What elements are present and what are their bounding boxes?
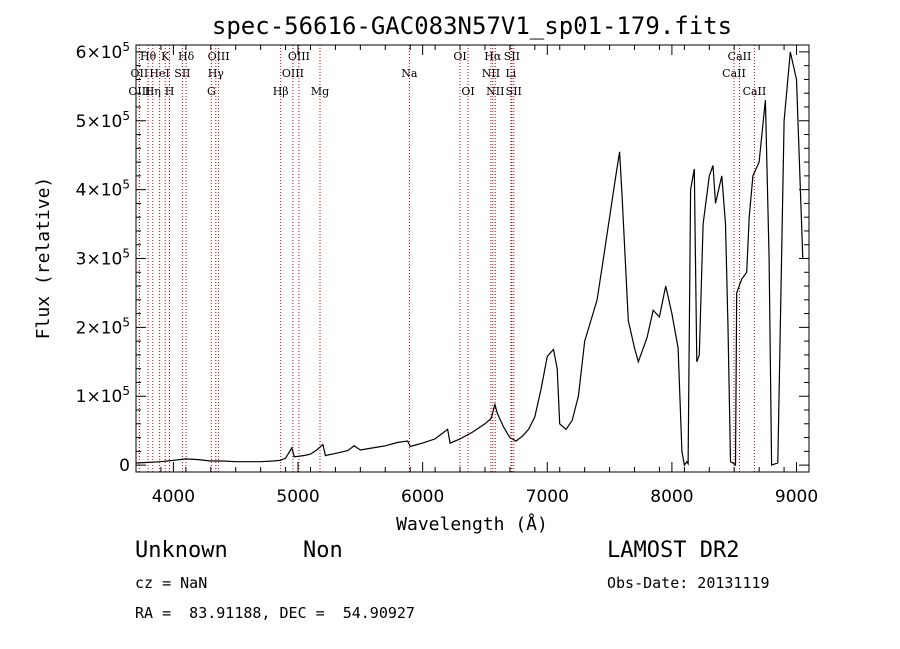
emission-line-label: K (161, 50, 170, 63)
emission-line-label: OII (131, 67, 149, 80)
x-axis: 4000 5000 6000 7000 8000 9000 (135, 45, 818, 507)
emission-line-markers (138, 45, 755, 472)
emission-line-label: SII (504, 50, 520, 63)
plot-frame (135, 44, 810, 473)
x-axis-label: Wavelength (Å) (396, 513, 548, 535)
x-tick-label: 7000 (526, 487, 569, 507)
emission-line-label: Hγ (208, 67, 225, 80)
emission-line-label: CaII (722, 67, 746, 80)
emission-line-label: Hβ (273, 85, 289, 98)
emission-line-label: Hθ (140, 50, 157, 63)
emission-line-label: Na (401, 67, 418, 80)
emission-line-label: OIII (282, 67, 304, 80)
y-tick-label: 2×105 (76, 315, 130, 338)
y-tick-label: 5×105 (76, 109, 130, 132)
emission-line-label: HeI (149, 67, 169, 80)
emission-line-label: OI (461, 85, 474, 98)
emission-line-label: H (165, 85, 175, 98)
emission-line-label: OIII (128, 85, 150, 98)
emission-line-label: NII (482, 67, 500, 80)
y-axis-label: Flux (relative) (33, 177, 54, 340)
emission-line-label: CaII (743, 85, 767, 98)
x-tick-label: 8000 (650, 487, 693, 507)
emission-line-label: Li (505, 67, 516, 80)
y-tick-label: 1×105 (76, 384, 130, 407)
emission-line-label: Hα (484, 50, 502, 63)
emission-line-label: OIII (288, 50, 310, 63)
y-tick-label: 4×105 (76, 178, 130, 201)
redshift-cz: cz = NaN (135, 574, 208, 592)
y-tick-label: 0 (119, 456, 130, 476)
survey-name: LAMOST DR2 (607, 538, 740, 563)
object-subclass: Non (303, 538, 343, 563)
emission-line-label: CaII (728, 50, 752, 63)
emission-line-label: OI (453, 50, 466, 63)
y-tick-label: 3×105 (76, 247, 130, 270)
emission-line-label: Mg (311, 85, 329, 98)
x-tick-label: 5000 (276, 487, 319, 507)
obs-date: Obs-Date: 20131119 (607, 574, 770, 592)
emission-line-label: SII (506, 85, 522, 98)
emission-line-label: Hδ (178, 50, 195, 63)
emission-line-label: Hη (145, 85, 161, 98)
x-tick-label: 4000 (152, 487, 195, 507)
emission-line-label: OIII (208, 50, 230, 63)
y-axis: 0 1×105 2×105 3×105 4×105 5×105 6×105 (76, 40, 809, 476)
x-tick-label: 9000 (775, 487, 818, 507)
y-tick-label: 6×105 (76, 40, 130, 63)
object-class: Unknown (135, 538, 228, 563)
emission-line-label: NII (486, 85, 504, 98)
x-tick-label: 6000 (401, 487, 444, 507)
coordinates: RA = 83.91188, DEC = 54.90927 (135, 604, 415, 622)
chart-title: spec-56616-GAC083N57V1_sp01-179.fits (212, 12, 732, 40)
emission-line-label: SII (174, 67, 190, 80)
emission-line-label: G (207, 85, 216, 98)
spectrum-series-line (135, 51, 804, 467)
